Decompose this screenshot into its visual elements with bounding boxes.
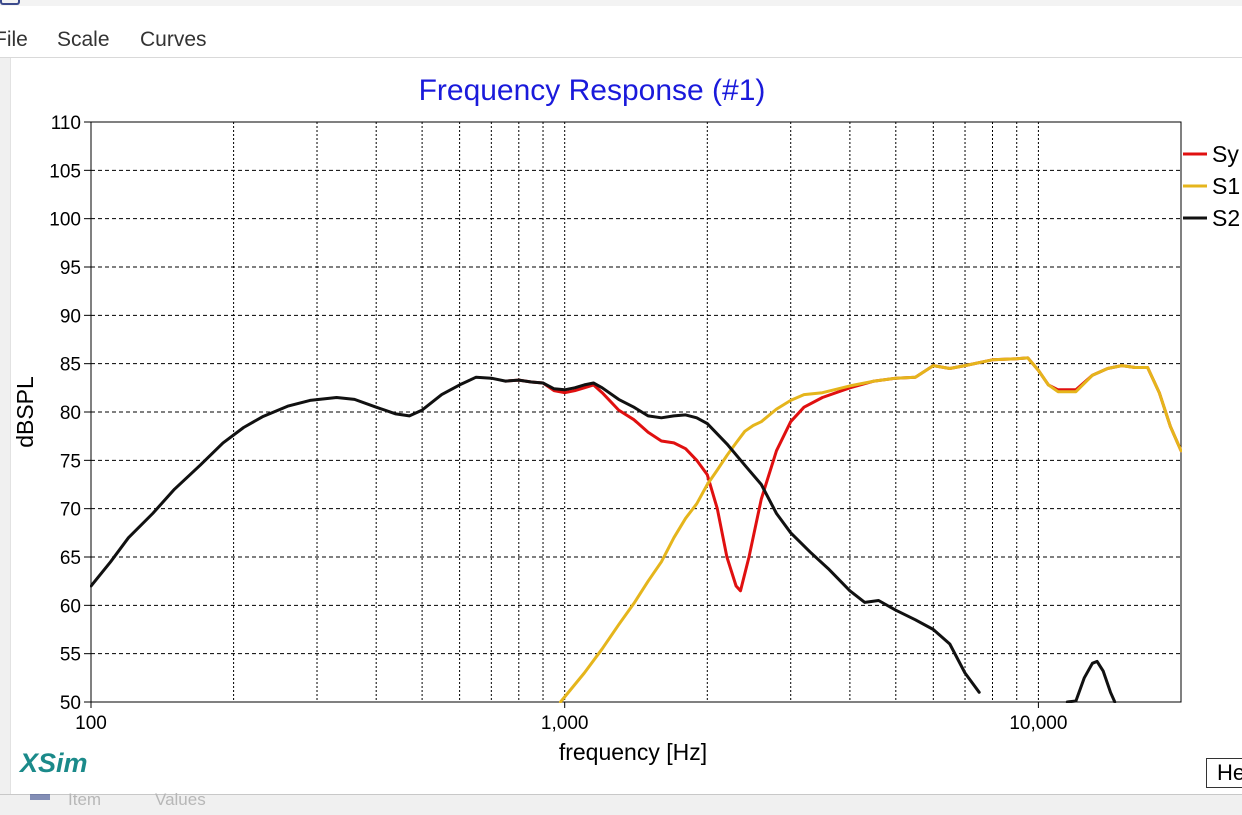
x-axis-label: frequency [Hz] <box>559 739 707 765</box>
y-tick-label: 100 <box>49 210 81 231</box>
legend-label: Sy <box>1212 141 1239 167</box>
y-tick-label: 65 <box>60 548 81 569</box>
x-tick-label: 1,000 <box>541 713 589 734</box>
legend-label: S1 <box>1212 173 1240 199</box>
y-tick-label: 70 <box>60 500 81 521</box>
y-tick-label: 105 <box>49 161 81 182</box>
y-axis-label: dBSPL <box>12 376 38 448</box>
plot-frame <box>90 121 1182 703</box>
y-tick-label: 60 <box>60 596 81 617</box>
xsim-logo: XSim <box>20 748 88 778</box>
series-line-3 <box>1065 659 1117 703</box>
y-tick-label: 75 <box>60 451 81 472</box>
menu-curves[interactable]: Curves <box>140 28 207 51</box>
y-tick-label: 55 <box>60 645 81 666</box>
bottom-panel-icon <box>30 794 50 800</box>
x-tick-label: 100 <box>75 713 107 734</box>
window-top-strip <box>0 0 1242 6</box>
y-tick-label: 90 <box>60 306 81 327</box>
side-input-box[interactable]: He <box>1206 758 1242 788</box>
legend-label: S2 <box>1212 205 1240 231</box>
y-tick-label: 110 <box>51 113 81 134</box>
app-icon <box>0 0 20 5</box>
menu-scale[interactable]: Scale <box>57 28 110 51</box>
window-left-edge <box>0 58 11 794</box>
bottom-ghost-label-values: Values <box>155 790 206 809</box>
y-tick-label: 85 <box>60 355 81 376</box>
menu-file[interactable]: File <box>0 28 28 51</box>
series-line-1 <box>559 356 1182 703</box>
bottom-panel-edge <box>0 794 1242 815</box>
x-tick-label: 10,000 <box>1009 713 1067 734</box>
series-line-2 <box>90 375 981 694</box>
chart-title: Frequency Response (#1) <box>418 74 766 107</box>
y-tick-label: 80 <box>60 403 81 424</box>
y-tick-label: 50 <box>60 693 81 714</box>
menu-bar: File Scale Curves <box>0 22 1242 56</box>
y-tick-label: 95 <box>60 258 81 279</box>
menu-separator <box>0 57 1242 58</box>
series-line-0 <box>504 356 1182 593</box>
bottom-ghost-label-item: Item <box>68 790 102 809</box>
